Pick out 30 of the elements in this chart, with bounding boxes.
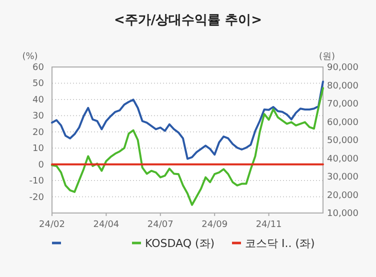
y2-tick-label: 30,000 (327, 172, 359, 182)
y2-tick-label: 40,000 (327, 154, 359, 164)
legend-label: KOSDAQ (좌) (145, 237, 215, 250)
legend-label: 코스닥 I.. (좌) (245, 237, 315, 250)
y-axis-title: (%) (22, 52, 38, 62)
y2-axis-title: (원) (318, 52, 336, 62)
y2-tick-label: 50,000 (327, 136, 359, 146)
y2-tick-label: 10,000 (327, 209, 359, 219)
y-tick-label: 30 (32, 112, 44, 122)
y-tick-label: 10 (32, 144, 44, 154)
line-series (51, 87, 324, 206)
y-tick-label: -10 (29, 176, 44, 187)
y2-tick-label: 60,000 (327, 118, 359, 128)
y-tick-label: -20 (29, 192, 44, 203)
x-tick-label: 24/04 (93, 220, 120, 230)
x-tick-label: 24/02 (39, 220, 65, 230)
y-tick-label: 20 (32, 128, 44, 138)
y-tick-label: 60 (32, 63, 44, 73)
y-tick-label: 0 (38, 160, 44, 170)
x-tick-label: 24/11 (256, 220, 282, 230)
y2-tick-label: 20,000 (327, 190, 359, 201)
chart-title: <주가/상대수익률 추이> (114, 13, 262, 28)
line-series (51, 80, 324, 160)
y2-tick-label: 70,000 (327, 100, 359, 110)
x-tick-label: 24/09 (202, 220, 228, 230)
y-tick-label: 40 (32, 95, 44, 106)
x-tick-label: 24/07 (147, 220, 174, 230)
y2-tick-label: 90,000 (327, 63, 359, 73)
y-tick-label: 50 (32, 79, 44, 90)
y2-tick-label: 80,000 (327, 81, 359, 92)
